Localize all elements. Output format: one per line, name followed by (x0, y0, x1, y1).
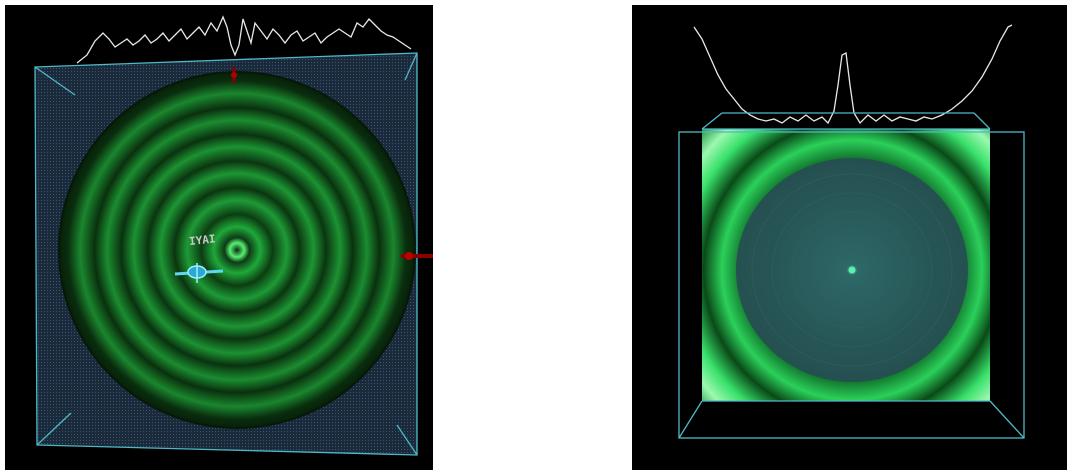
left-scene: IYAI (34, 15, 433, 456)
overlay-glyph-label: IYAI (188, 232, 216, 248)
left-profile-curve (76, 15, 412, 64)
left-frame (34, 52, 418, 456)
right-profile-curve (693, 24, 1013, 125)
right-scene (678, 24, 1025, 439)
left-ring-disc (59, 72, 415, 428)
left-viewport[interactable]: IYAI (5, 5, 433, 470)
cyan-probe-marker[interactable] (174, 263, 224, 283)
right-frame (678, 112, 1025, 439)
right-viewport[interactable] (632, 5, 1067, 470)
red-axis-marker-right[interactable] (401, 252, 433, 260)
red-axis-marker-top[interactable] (231, 67, 237, 83)
